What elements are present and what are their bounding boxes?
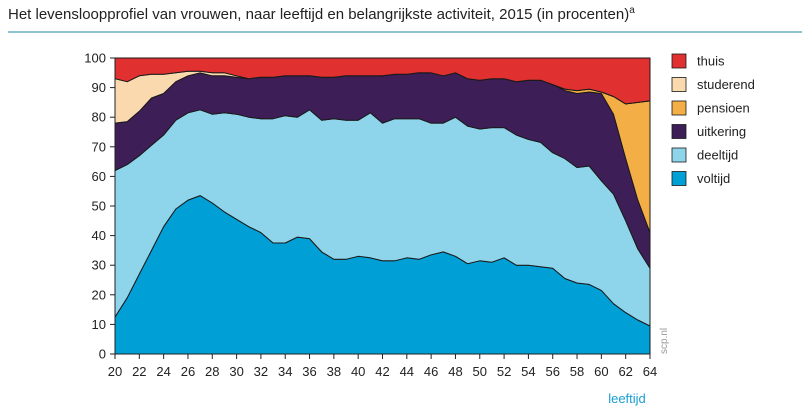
y-tick-label: 90 — [92, 80, 106, 95]
x-tick-label: 22 — [132, 364, 146, 379]
x-tick-label: 32 — [254, 364, 268, 379]
y-tick-label: 100 — [84, 51, 106, 66]
title-footnote-marker: a — [629, 5, 635, 16]
legend-label-uitkering: uitkering — [697, 124, 746, 139]
x-axis: 20 22 24 26 28 30 32 34 36 38 40 42 44 46 48 50 52 54 56 58… — [108, 353, 657, 379]
y-tick-label: 50 — [92, 199, 106, 214]
area-thuis — [114, 57, 651, 105]
legend-swatch-uitkering — [671, 124, 687, 139]
x-tick-label: 28 — [205, 364, 219, 379]
y-tick-label: 20 — [92, 287, 106, 302]
y-tick-label: 60 — [92, 169, 106, 184]
legend-label-deeltijd: deeltijd — [697, 148, 738, 163]
x-tick-label: 58 — [570, 364, 584, 379]
y-tick-label: 0 — [99, 347, 106, 362]
x-tick-label: 62 — [618, 364, 632, 379]
x-tick-label: 64 — [643, 364, 657, 379]
x-tick-label: 44 — [400, 364, 414, 379]
chart-title: Het levensloopprofiel van vrouwen, naar … — [8, 5, 635, 23]
x-axis-title: leeftijd — [608, 391, 646, 406]
x-tick-label: 30 — [229, 364, 243, 379]
area-series-group — [114, 57, 651, 355]
x-tick-label: 24 — [156, 364, 170, 379]
x-tick-label: 46 — [424, 364, 438, 379]
y-tick-label: 40 — [92, 228, 106, 243]
legend-label-thuis: thuis — [697, 54, 725, 69]
source-label: scp.nl — [659, 328, 670, 354]
title-divider — [8, 31, 802, 33]
x-tick-label: 60 — [594, 364, 608, 379]
x-tick-label: 34 — [278, 364, 292, 379]
x-tick-label: 40 — [351, 364, 365, 379]
y-axis: 0 10 20 30 40 50 60 70 80 90 100 — [84, 51, 116, 362]
legend-label-studerend: studerend — [697, 77, 755, 92]
y-tick-label: 30 — [92, 258, 106, 273]
legend: thuis studerend pensioen uitkering deeltijd v… — [671, 53, 755, 186]
x-tick-label: 54 — [521, 364, 535, 379]
x-tick-label: 36 — [302, 364, 316, 379]
legend-label-voltijd: voltijd — [697, 171, 730, 186]
x-tick-label: 42 — [375, 364, 389, 379]
x-tick-label: 50 — [473, 364, 487, 379]
legend-swatch-voltijd — [671, 171, 687, 186]
legend-swatch-thuis — [671, 53, 687, 69]
x-tick-label: 26 — [181, 364, 195, 379]
y-tick-label: 80 — [92, 110, 106, 125]
x-tick-label: 48 — [448, 364, 462, 379]
x-tick-label: 20 — [108, 364, 122, 379]
legend-label-pensioen: pensioen — [697, 101, 750, 116]
legend-swatch-studerend — [671, 77, 687, 92]
y-tick-label: 70 — [92, 139, 106, 154]
legend-swatch-deeltijd — [671, 147, 687, 163]
x-tick-label: 56 — [545, 364, 559, 379]
y-tick-label: 10 — [92, 317, 106, 332]
x-tick-label: 38 — [327, 364, 341, 379]
legend-swatch-pensioen — [671, 100, 687, 116]
x-tick-label: 52 — [497, 364, 511, 379]
